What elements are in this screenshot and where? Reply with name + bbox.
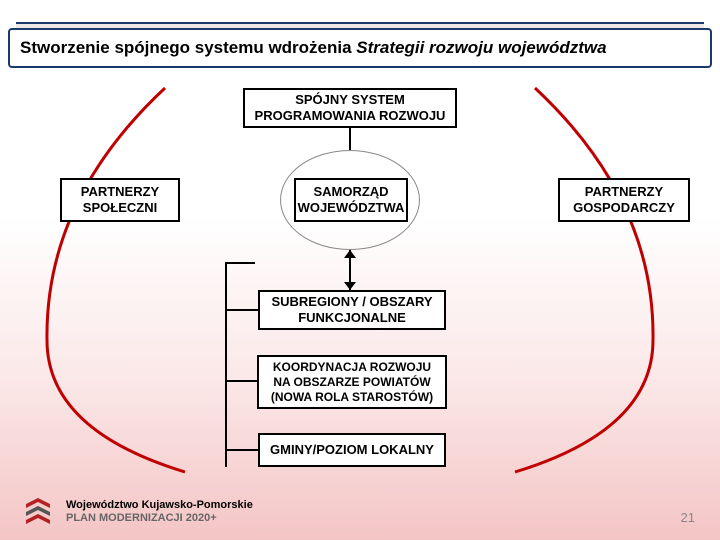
curve-left (35, 80, 205, 480)
bracket-left-h3 (225, 449, 258, 451)
title-prefix: Stworzenie spójnego systemu wdrożenia (20, 38, 356, 57)
box-partners-social: PARTNERZY SPOŁECZNI (60, 178, 180, 222)
footer-line2: PLAN MODERNIZACJI 2020+ (66, 512, 253, 525)
box-local: GMINY/POZIOM LOKALNY (258, 433, 446, 467)
box-center: SAMORZĄD WOJEWÓDZTWA (294, 178, 408, 222)
page-title: Stworzenie spójnego systemu wdrożenia St… (8, 28, 712, 68)
footer-text: Województwo Kujawsko-Pomorskie PLAN MODE… (66, 499, 253, 525)
footer: Województwo Kujawsko-Pomorskie PLAN MODE… (20, 494, 253, 530)
box-partners-economic: PARTNERZY GOSPODARCZY (558, 178, 690, 222)
box-subregions: SUBREGIONY / OBSZARY FUNKCJONALNE (258, 290, 446, 330)
diagram-area: SPÓJNY SYSTEM PROGRAMOWANIA ROZWOJU PART… (0, 80, 720, 480)
footer-line1: Województwo Kujawsko-Pomorskie (66, 499, 253, 512)
title-italic: Strategii rozwoju województwa (356, 38, 606, 57)
connector-top-center (349, 128, 351, 150)
arrow-up-1 (344, 250, 356, 258)
bracket-left-top (225, 262, 255, 264)
box-coordination: KOORDYNACJA ROZWOJU NA OBSZARZE POWIATÓW… (257, 355, 447, 409)
logo-icon (20, 494, 56, 530)
page-number: 21 (681, 510, 695, 525)
box-top: SPÓJNY SYSTEM PROGRAMOWANIA ROZWOJU (243, 88, 457, 128)
bracket-left-v (225, 262, 227, 467)
bracket-left-h2 (225, 380, 257, 382)
arrow-down-1 (344, 282, 356, 290)
bracket-left-h1 (225, 309, 258, 311)
curve-right (495, 80, 665, 480)
